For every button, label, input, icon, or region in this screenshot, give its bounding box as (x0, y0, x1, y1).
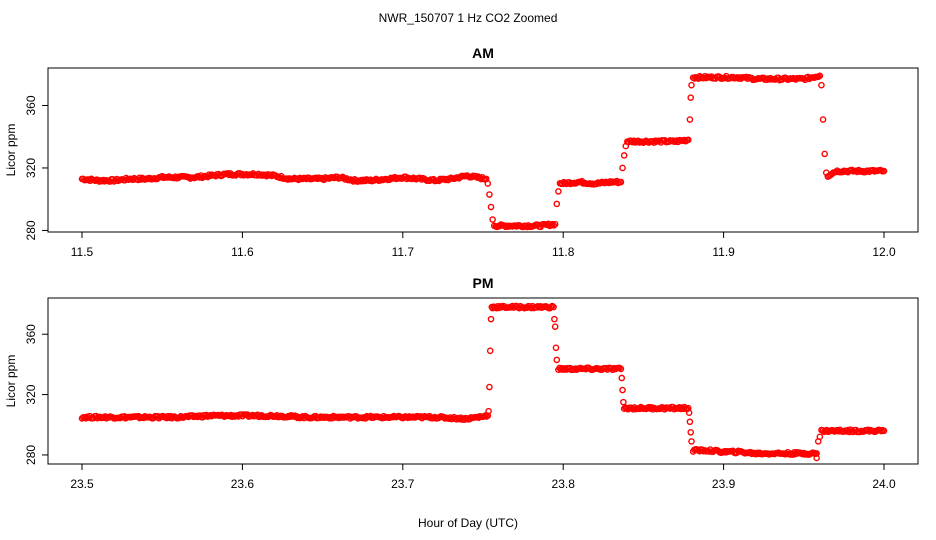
data-point (593, 180, 600, 188)
data-point (489, 216, 496, 223)
plot-frame (47, 67, 919, 233)
y-axis-label: Licor ppm (4, 355, 18, 408)
data-point (819, 116, 827, 123)
data-point (550, 222, 558, 229)
data-point (618, 374, 626, 382)
data-point (553, 200, 561, 208)
data-point (687, 429, 695, 436)
data-point (818, 81, 825, 89)
data-point (681, 136, 688, 144)
panel-title: PM (473, 275, 494, 291)
am-panel: AM Licor ppm 11.5 11.6 11.7 11.8 11.9 12.0 280 32… (4, 45, 919, 259)
x-tick-label: 12.0 (872, 245, 896, 259)
y-tick-label: 280 (24, 220, 38, 240)
data-point (486, 191, 493, 198)
data-point (551, 315, 558, 323)
data-point (813, 454, 820, 462)
data-points (78, 72, 888, 231)
x-tick-label: 23.5 (70, 477, 94, 491)
data-point (880, 167, 888, 175)
data-point (619, 386, 626, 394)
x-tick-label: 11.5 (71, 245, 94, 259)
data-point (687, 94, 695, 101)
x-tick-label: 11.8 (552, 245, 575, 259)
x-tick-label: 23.7 (391, 477, 415, 491)
data-point (617, 365, 625, 373)
data-point (688, 81, 695, 89)
data-point (686, 418, 694, 426)
x-tick-label: 23.8 (552, 477, 576, 491)
x-tick-label: 23.6 (231, 477, 255, 491)
data-point (484, 180, 492, 187)
y-axis-label: Licor ppm (4, 124, 18, 177)
data-point (487, 315, 495, 323)
data-point (816, 72, 824, 80)
data-point (620, 152, 628, 159)
x-tick-label: 24.0 (872, 477, 896, 491)
x-axis-label: Hour of Day (UTC) (418, 516, 518, 530)
x-tick-label: 11.9 (712, 245, 735, 259)
data-point (487, 203, 495, 211)
data-point (485, 407, 492, 415)
data-point (550, 303, 557, 311)
data-point (685, 409, 693, 416)
y-tick-label: 320 (24, 158, 38, 178)
data-point (553, 356, 561, 364)
y-tick-label: 280 (24, 445, 38, 465)
pm-panel: PM Licor ppm 23.5 23.6 23.7 23.8 23.9 24.0 280 32… (4, 275, 919, 491)
data-points (78, 302, 888, 462)
x-tick-label: 23.9 (712, 477, 736, 491)
data-point (688, 438, 695, 445)
data-point (551, 220, 559, 228)
data-point (686, 116, 694, 123)
x-tick-label: 11.7 (392, 245, 415, 259)
plot-frame (47, 297, 919, 465)
x-tick-label: 11.6 (231, 245, 254, 259)
data-point (685, 136, 692, 144)
data-point (821, 150, 828, 158)
data-point (620, 398, 627, 406)
data-point (551, 323, 559, 330)
panel-title: AM (472, 45, 494, 61)
data-point (617, 178, 625, 186)
data-point (486, 347, 494, 355)
data-point (816, 433, 824, 441)
data-point (880, 427, 888, 435)
data-point (486, 383, 493, 391)
y-tick-label: 360 (24, 324, 38, 344)
y-tick-label: 320 (24, 384, 38, 404)
data-point (552, 344, 560, 352)
y-tick-label: 360 (24, 95, 38, 115)
data-point (416, 174, 424, 182)
figure-title: NWR_150707 1 Hz CO2 Zoomed (379, 11, 558, 25)
data-point (549, 220, 556, 228)
data-point (619, 164, 626, 172)
data-point (555, 188, 562, 195)
